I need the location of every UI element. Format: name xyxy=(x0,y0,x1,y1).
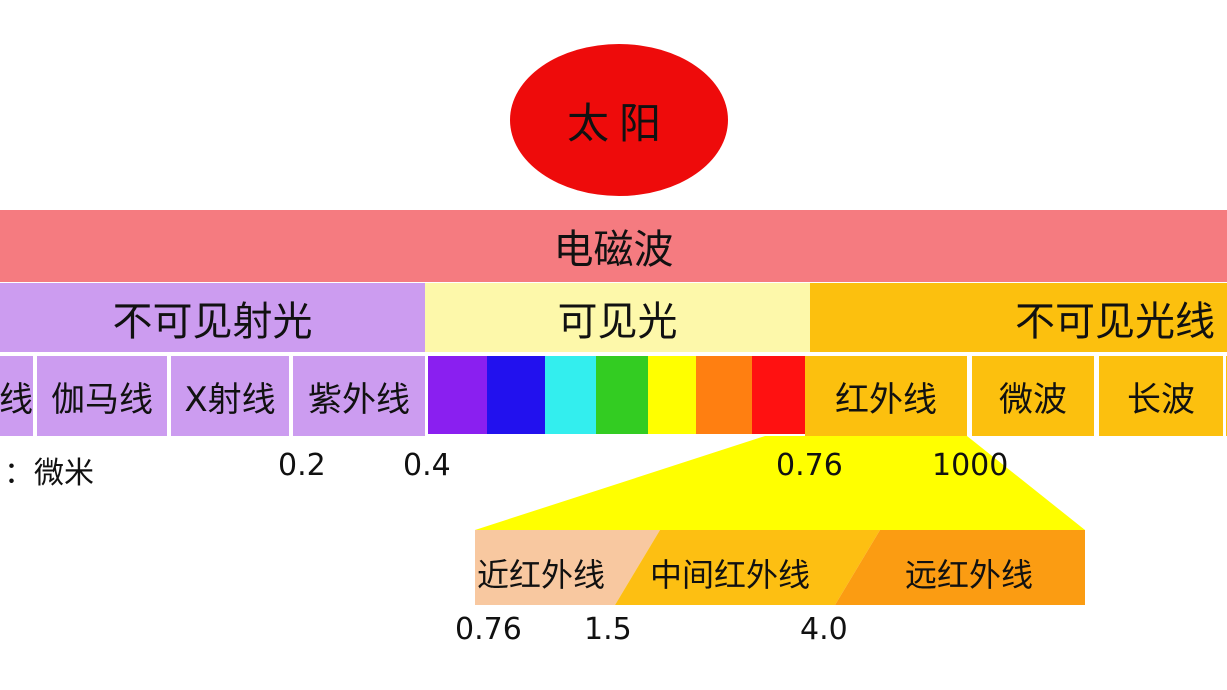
spectrum-swatch xyxy=(752,356,805,434)
ir-tick-4-0: 4.0 xyxy=(800,612,848,647)
tick-0-4: 0.4 xyxy=(403,448,451,483)
invisible-light-label: 不可见光线 xyxy=(1015,298,1215,345)
tick-0-76: 0.76 xyxy=(776,448,843,483)
invisible-rays-category: 不可见射光 xyxy=(0,283,425,352)
band-truncated: 线 xyxy=(0,356,33,436)
invisible-rays-label: 不可见射光 xyxy=(112,298,313,345)
band-longwave-label: 长波 xyxy=(1127,379,1195,420)
spectrum-swatch xyxy=(648,356,696,434)
band-gamma-label: 伽马线 xyxy=(51,379,153,420)
band-infrared: 红外线 xyxy=(805,356,967,436)
band-ultraviolet-label: 紫外线 xyxy=(308,379,410,420)
ir-tick-0-76: 0.76 xyxy=(455,612,522,647)
spectrum-swatch xyxy=(428,356,487,434)
band-longwave: 长波 xyxy=(1099,356,1223,436)
electromagnetic-wave-band: 电磁波 xyxy=(0,210,1227,282)
unit-label: ：微米 xyxy=(4,456,94,491)
far-infrared-segment xyxy=(835,530,1085,605)
spectrum-swatch xyxy=(696,356,752,434)
band-infrared-label: 红外线 xyxy=(835,379,937,420)
near-infrared-label: 近红外线 xyxy=(477,556,606,594)
infrared-zoom-trapezoid xyxy=(475,436,1085,530)
middle-infrared-label: 中间红外线 xyxy=(650,556,811,594)
sun: 太阳 xyxy=(510,44,728,196)
band-gamma: 伽马线 xyxy=(37,356,167,436)
band-microwave-label: 微波 xyxy=(999,379,1067,420)
band-microwave: 微波 xyxy=(972,356,1094,436)
spectrum-swatch xyxy=(596,356,648,434)
tick-1000: 1000 xyxy=(932,448,1009,483)
visible-light-category: 可见光 xyxy=(425,283,810,352)
invisible-light-category: 不可见光线 xyxy=(810,283,1227,352)
tick-0-2: 0.2 xyxy=(278,448,326,483)
band-truncated-label: 线 xyxy=(0,379,33,420)
middle-infrared-segment xyxy=(615,530,880,605)
near-infrared-segment xyxy=(475,530,660,605)
band-xray: X射线 xyxy=(171,356,289,436)
electromagnetic-wave-label: 电磁波 xyxy=(553,227,674,273)
spectrum-swatch xyxy=(545,356,596,434)
band-ultraviolet: 紫外线 xyxy=(293,356,425,436)
ir-tick-1-5: 1.5 xyxy=(584,612,632,647)
sun-label: 太阳 xyxy=(566,98,671,148)
spectrum-swatch xyxy=(487,356,545,434)
band-xray-label: X射线 xyxy=(184,379,276,420)
far-infrared-label: 远红外线 xyxy=(905,556,1034,594)
visible-light-label: 可见光 xyxy=(557,298,678,345)
